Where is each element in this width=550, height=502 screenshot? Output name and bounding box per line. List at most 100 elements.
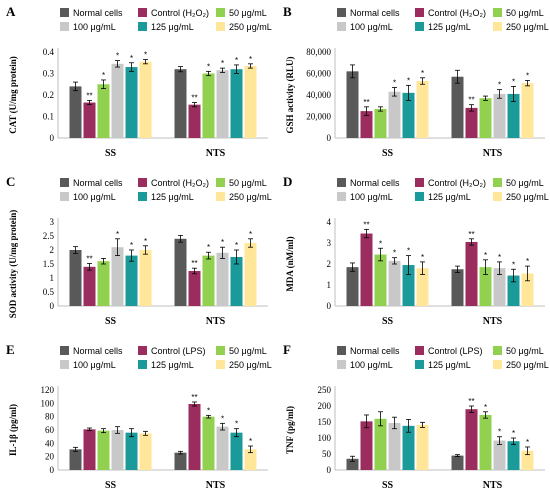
bar	[465, 107, 478, 138]
legend-swatch	[138, 8, 147, 17]
legend-swatch	[337, 360, 346, 369]
y-tick-label: 0.1	[43, 112, 54, 122]
legend-swatch	[415, 360, 424, 369]
bar	[402, 92, 415, 138]
significance-mark: **	[468, 96, 474, 105]
legend-swatch	[216, 22, 225, 31]
category-label: NTS	[206, 480, 226, 491]
bar	[69, 250, 82, 306]
bar	[139, 250, 152, 306]
significance-mark: *	[526, 71, 529, 80]
bar	[346, 71, 359, 138]
panel-label: D	[283, 174, 292, 189]
legend-label: 250 μg/mL	[506, 360, 549, 370]
y-tick-label: 60,000	[306, 69, 331, 79]
legend-swatch	[493, 22, 502, 31]
bar	[125, 67, 138, 138]
legend-label: 50 μg/mL	[506, 346, 544, 356]
y-tick-label: 1	[50, 273, 55, 283]
significance-mark: **	[468, 230, 474, 239]
y-axis-label: MDA (nM/ml)	[285, 236, 295, 291]
legend-swatch	[415, 22, 424, 31]
legend-label: 125 μg/mL	[428, 192, 471, 202]
legend-swatch	[216, 346, 225, 355]
bar	[202, 73, 215, 138]
bar	[346, 458, 359, 470]
significance-mark: *	[526, 438, 529, 447]
significance-mark: **	[363, 220, 369, 229]
significance-mark: *	[116, 52, 119, 61]
y-axis-label: TNF (pg/ml)	[285, 406, 295, 454]
significance-mark: *	[512, 77, 515, 86]
y-tick-label: 100	[318, 433, 332, 443]
bar	[244, 65, 257, 138]
significance-mark: *	[130, 241, 133, 250]
legend-swatch	[216, 8, 225, 17]
bar	[451, 455, 464, 470]
significance-mark: *	[207, 406, 210, 415]
bar	[202, 416, 215, 470]
y-tick-label: 0.3	[43, 69, 55, 79]
y-tick-label: 0	[327, 301, 332, 311]
significance-mark: *	[498, 253, 501, 262]
significance-mark: *	[526, 257, 529, 266]
y-tick-label: 50	[322, 449, 332, 459]
y-tick-label: 150	[318, 417, 332, 427]
legend-swatch	[60, 178, 69, 187]
bar	[230, 257, 243, 306]
category-label: NTS	[483, 480, 503, 491]
bar	[507, 275, 520, 306]
bar	[174, 69, 187, 138]
bar	[521, 83, 534, 138]
bar	[97, 430, 110, 470]
legend-swatch	[415, 178, 424, 187]
bar	[521, 273, 534, 306]
bar	[97, 261, 110, 306]
bar	[216, 70, 229, 138]
legend-swatch	[216, 360, 225, 369]
legend-label: 100 μg/mL	[73, 22, 116, 32]
bar	[188, 104, 201, 138]
y-axis-label: CAT (U/mg protein)	[8, 56, 18, 134]
y-tick-label: 0	[327, 465, 332, 475]
y-tick-label: 20,000	[306, 112, 331, 122]
panel-d: D Normal cells Control (H₂O₂) 50 μg/mL 100 μ…	[283, 174, 549, 327]
legend-swatch	[415, 346, 424, 355]
legend-label: 250 μg/mL	[506, 22, 549, 32]
bar	[139, 433, 152, 470]
bar	[83, 429, 96, 470]
legend-swatch	[216, 192, 225, 201]
significance-mark: *	[221, 414, 224, 423]
significance-mark: *	[130, 54, 133, 63]
bar	[416, 268, 429, 306]
significance-mark: *	[235, 241, 238, 250]
legend-swatch	[493, 192, 502, 201]
legend-label: Normal cells	[350, 8, 400, 18]
y-tick-label: 20	[45, 452, 55, 462]
y-tick-label: 80,000	[306, 47, 331, 57]
panel-e: E Normal cells Control (LPS) 50 μg/mL 100 μg…	[6, 342, 272, 491]
bar	[174, 452, 187, 470]
significance-mark: *	[221, 59, 224, 68]
legend-label: 50 μg/mL	[229, 8, 267, 18]
legend-swatch	[337, 22, 346, 31]
legend-label: 250 μg/mL	[229, 22, 272, 32]
panel-label: B	[283, 4, 292, 19]
significance-mark: *	[235, 420, 238, 429]
y-tick-label: 2	[50, 245, 55, 255]
legend-swatch	[415, 192, 424, 201]
significance-mark: *	[207, 62, 210, 71]
bar	[451, 76, 464, 138]
significance-mark: *	[207, 243, 210, 252]
bar	[479, 414, 492, 470]
panel-a: A Normal cells Control (H₂O₂) 50 μg/mL 100 μ…	[6, 4, 272, 159]
y-tick-label: 250	[318, 385, 332, 395]
significance-mark: **	[86, 91, 92, 100]
bar	[202, 255, 215, 306]
bar	[402, 425, 415, 470]
legend-swatch	[337, 8, 346, 17]
bar	[493, 93, 506, 138]
legend-swatch	[493, 346, 502, 355]
bar	[521, 450, 534, 470]
bar	[188, 271, 201, 306]
